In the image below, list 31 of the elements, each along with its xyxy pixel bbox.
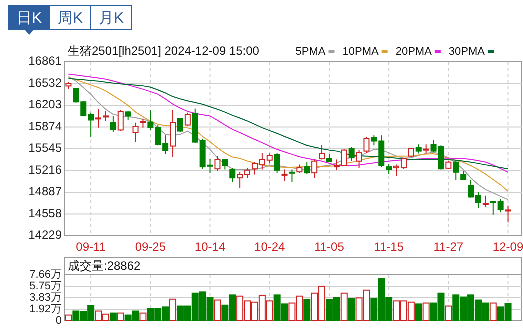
legend-label: 10PMA	[342, 46, 380, 58]
x-tick-label: 10-14	[194, 240, 226, 254]
legend-label: 20PMA	[396, 46, 433, 58]
y-tick-label: 15216	[28, 162, 62, 177]
y-tick-label: 15545	[28, 141, 62, 156]
y-tick-label: 7.66万	[30, 268, 62, 281]
x-tick-label: 09-25	[135, 240, 166, 254]
text: 周K	[58, 10, 84, 27]
text: 月K	[98, 10, 124, 27]
x-tick-label: 09-11	[76, 240, 106, 254]
x-tick-label: 11-15	[374, 240, 404, 254]
y-tick-label: 16861	[28, 54, 62, 68]
chart-title: 成交量:28862	[68, 259, 142, 273]
y-tick-label: 15874	[28, 119, 62, 134]
x-tick-label: 11-05	[314, 240, 345, 254]
text: 日K	[16, 10, 42, 27]
y-tick-label: 16532	[28, 76, 62, 90]
x-tick-label: 12-09	[492, 240, 523, 254]
x-tick-label: 10-24	[254, 240, 286, 254]
y-tick-label: 3.83万	[30, 292, 62, 304]
y-tick-label: 16203	[28, 98, 62, 112]
y-tick-label: 0	[56, 314, 62, 327]
legend-label: 5PMA	[296, 46, 326, 58]
y-tick-label: 14887	[28, 184, 62, 199]
y-tick-label: 14558	[28, 206, 62, 220]
legend-label: 30PMA	[448, 46, 486, 58]
y-tick-label: 5.75万	[30, 280, 62, 292]
y-tick-label: 14229	[28, 228, 62, 242]
x-tick-label: 11-27	[434, 240, 464, 254]
y-tick-label: 1.92万	[30, 303, 62, 316]
chart-title: 生猪2501[lh2501] 2024-12-09 15:00	[68, 44, 260, 58]
